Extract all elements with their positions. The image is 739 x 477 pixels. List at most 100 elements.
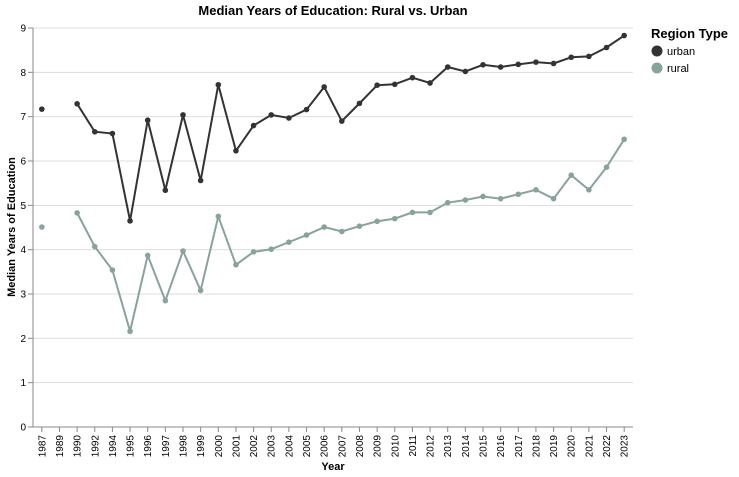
x-tick-label: 2017: [514, 435, 525, 458]
data-point-urban: [586, 53, 592, 60]
data-point-rural: [462, 197, 469, 203]
x-tick-label: 1998: [179, 435, 190, 458]
legend-symbol-urban: [651, 45, 663, 57]
data-point-rural: [321, 224, 327, 230]
data-point-rural: [409, 209, 416, 216]
x-tick-label: 2002: [249, 435, 260, 458]
data-point-urban: [144, 117, 151, 124]
legend-title: Region Type: [651, 26, 728, 41]
data-point-urban: [250, 122, 257, 129]
x-tick-label: 1994: [108, 435, 119, 458]
x-tick-label: 1990: [73, 435, 84, 458]
x-tick-label: 1995: [126, 435, 137, 458]
data-point-urban: [515, 61, 522, 68]
data-point-rural: [39, 224, 45, 230]
legend: Region Type urban rural: [651, 26, 728, 75]
data-point-urban: [533, 59, 539, 65]
data-point-urban: [462, 68, 469, 75]
data-point-rural: [356, 223, 363, 229]
data-point-rural: [444, 199, 451, 206]
x-tick-label: 1989: [55, 435, 66, 458]
x-tick-label: 2003: [267, 435, 278, 458]
data-point-urban: [303, 106, 310, 113]
x-tick-label: 2021: [584, 435, 595, 458]
chart-title: Median Years of Education: Rural vs. Urb…: [198, 3, 467, 18]
x-tick-label: 2023: [620, 435, 631, 458]
data-point-rural: [621, 136, 627, 143]
y-axis-title: Median Years of Education: [6, 157, 18, 297]
data-point-urban: [162, 187, 169, 194]
y-tick-label: 8: [20, 68, 26, 79]
data-point-urban: [480, 61, 486, 68]
y-tick-label: 4: [20, 245, 26, 256]
x-tick-label: 2022: [602, 435, 613, 458]
x-tick-label: 1992: [90, 435, 101, 458]
data-point-rural: [250, 249, 257, 255]
x-tick-label: 2007: [337, 435, 348, 458]
y-tick-label: 0: [20, 423, 26, 434]
x-tick-label: 2006: [320, 435, 331, 458]
x-tick-label: 1987: [37, 435, 48, 458]
x-tick-label: 2000: [214, 435, 225, 458]
x-tick-label: 2012: [426, 435, 437, 458]
series-rural: [39, 136, 627, 336]
data-point-rural: [215, 213, 222, 220]
x-tick-label: 2015: [479, 435, 490, 458]
data-point-urban: [127, 218, 133, 224]
data-point-urban: [233, 148, 239, 154]
data-point-rural: [427, 209, 433, 216]
data-point-rural: [109, 267, 116, 273]
data-point-urban: [321, 84, 327, 90]
data-point-urban: [621, 32, 627, 39]
x-tick-label: 2013: [443, 435, 454, 458]
data-point-urban: [603, 44, 610, 51]
x-tick-label: 1997: [161, 435, 172, 458]
data-point-rural: [568, 172, 575, 178]
data-point-rural: [497, 195, 504, 202]
data-point-urban: [391, 81, 398, 88]
y-tick-label: 6: [20, 157, 26, 168]
series-line-urban: [76, 34, 625, 222]
x-tick-label: 1996: [143, 435, 154, 458]
data-point-rural: [339, 228, 345, 235]
gridlines: [33, 27, 633, 428]
data-point-urban: [374, 82, 380, 88]
data-point-rural: [586, 187, 592, 193]
data-point-rural: [91, 243, 98, 250]
x-tick-label: 2011: [408, 435, 419, 457]
data-point-urban: [109, 130, 116, 137]
x-tick-label: 2009: [373, 435, 384, 458]
x-tick-label: 2019: [549, 435, 560, 458]
y-tick-label: 9: [20, 24, 26, 35]
x-tick-label: 2010: [390, 435, 401, 458]
x-tick-label: 2005: [302, 435, 313, 458]
data-point-urban: [215, 81, 222, 88]
data-point-rural: [303, 232, 310, 238]
y-tick-label: 2: [20, 334, 26, 345]
data-point-rural: [515, 191, 522, 198]
x-tick-label: 2014: [461, 435, 472, 458]
data-point-urban: [550, 60, 557, 67]
data-point-urban: [180, 112, 186, 118]
data-point-urban: [74, 101, 80, 107]
x-axis-title: Year: [321, 461, 345, 473]
x-tick-label: 2018: [531, 435, 542, 458]
y-tick-label: 5: [20, 201, 26, 212]
data-point-rural: [391, 215, 398, 222]
data-point-rural: [480, 193, 486, 200]
data-point-rural: [550, 195, 557, 202]
x-tick-label: 2008: [355, 435, 366, 458]
data-point-rural: [197, 287, 204, 294]
data-point-rural: [162, 297, 169, 304]
legend-label-rural: rural: [667, 63, 689, 75]
data-point-urban: [356, 100, 363, 107]
data-point-urban: [339, 118, 345, 124]
x-tick-label: 2016: [496, 435, 507, 458]
axes: 0 1 2 3 4 5 6 7 8 9 1987 1989 1990 1992 1994 1995 1996 19…: [20, 24, 633, 458]
legend-label-urban: urban: [667, 46, 695, 58]
data-point-rural: [180, 248, 186, 254]
legend-symbol-rural: [651, 62, 663, 74]
series-line-rural: [76, 138, 626, 336]
data-point-rural: [286, 239, 292, 245]
